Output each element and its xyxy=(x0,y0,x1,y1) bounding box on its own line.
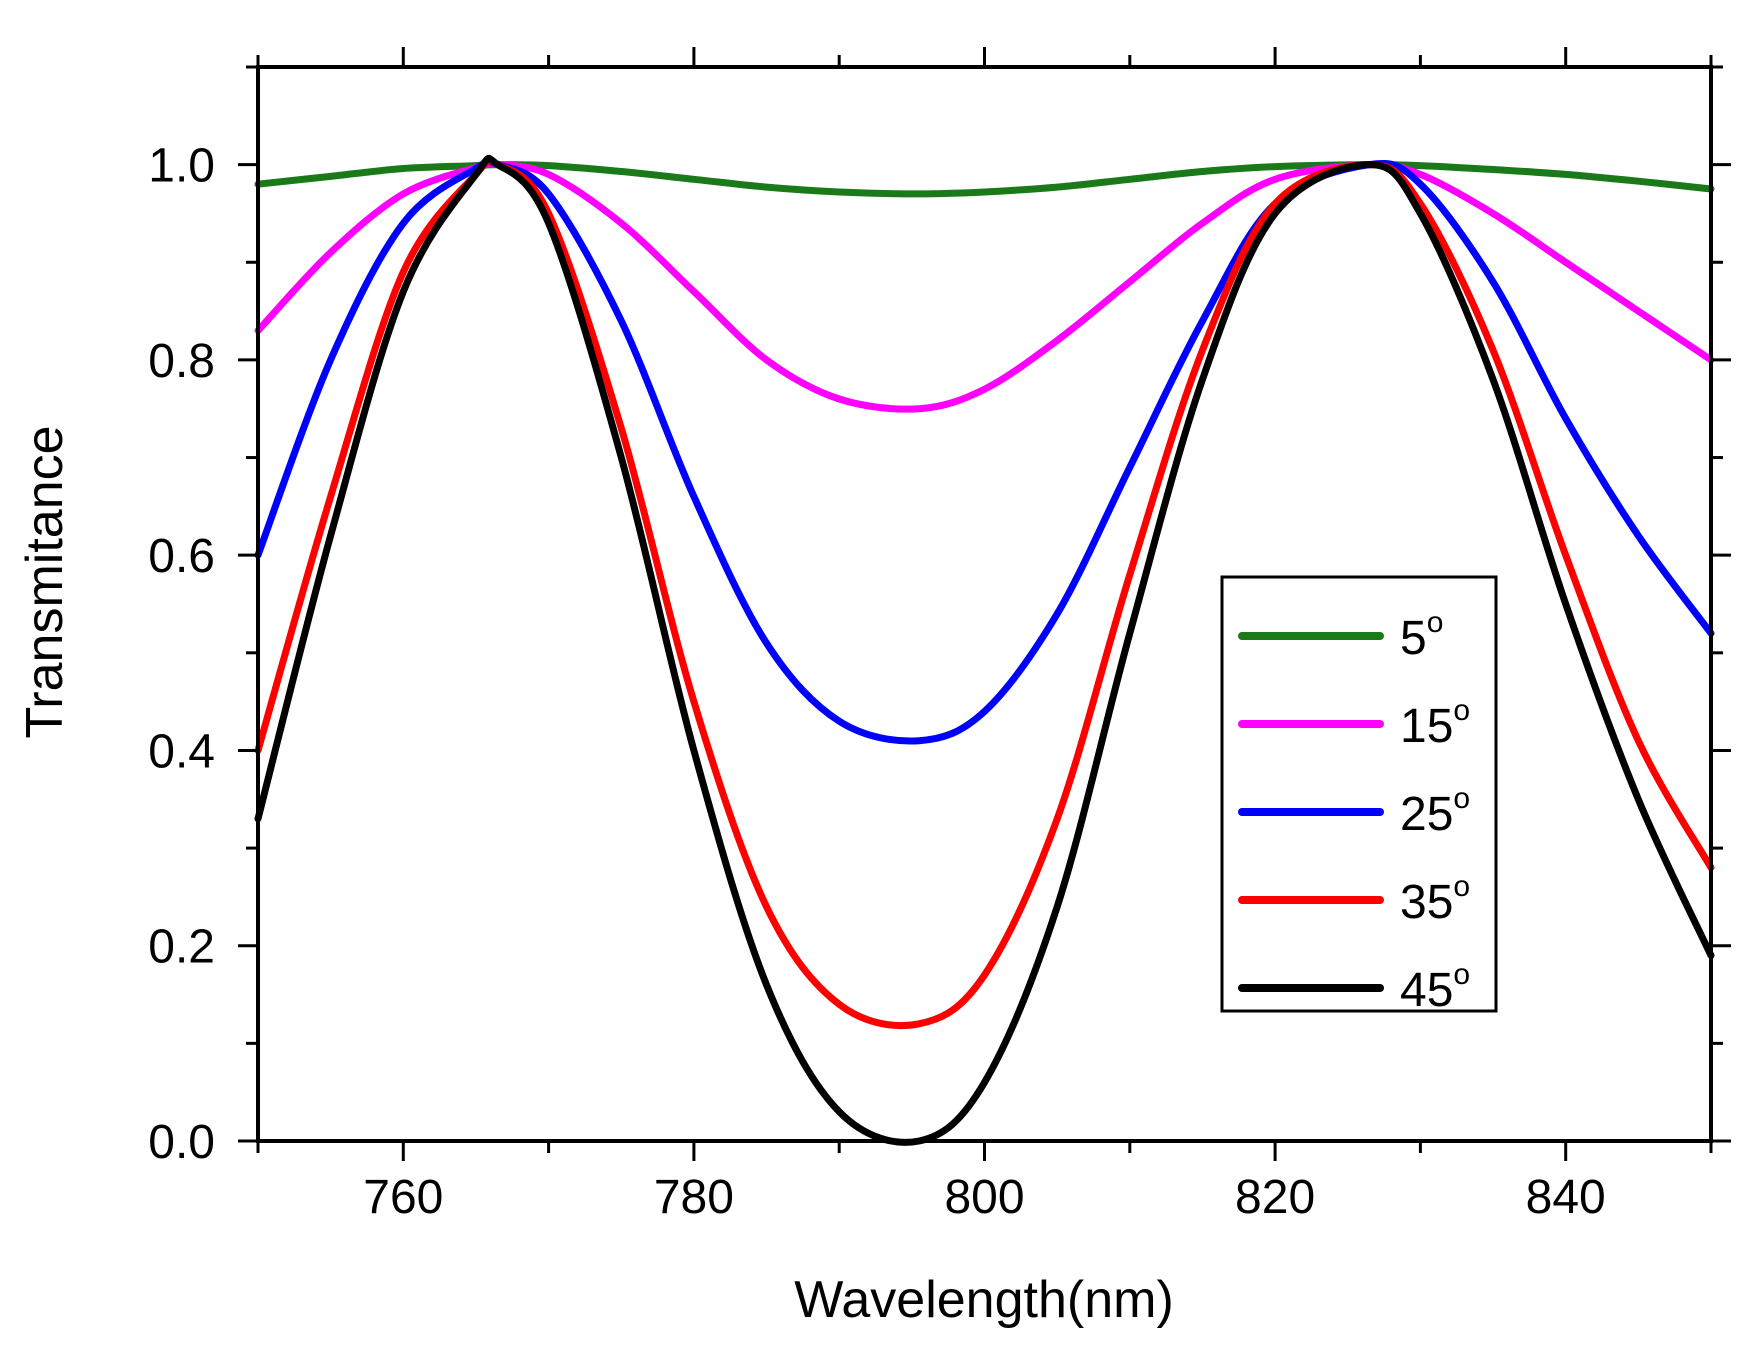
y-tick-label: 0.8 xyxy=(148,335,215,388)
x-tick-label: 780 xyxy=(654,1171,734,1224)
y-tick-label: 0.0 xyxy=(148,1116,215,1169)
x-tick-label: 820 xyxy=(1235,1171,1315,1224)
x-axis-title: Wavelength(nm) xyxy=(794,1271,1174,1329)
x-tick-label: 800 xyxy=(944,1171,1024,1224)
y-tick-label: 0.4 xyxy=(148,725,215,778)
legend-label-5deg: 5o xyxy=(1400,606,1443,665)
y-axis-title: Transmitance xyxy=(16,425,74,738)
y-tick-label: 0.6 xyxy=(148,530,215,583)
y-tick-label: 0.2 xyxy=(148,921,215,974)
y-axis-ticks: 0.0 0.2 0.4 0.6 0.8 1.0 xyxy=(148,65,1731,1169)
legend-degree-mark: o xyxy=(1453,694,1470,727)
y-tick-label: 1.0 xyxy=(148,140,215,193)
legend-degree-mark: o xyxy=(1453,782,1470,815)
legend-degree-mark: o xyxy=(1453,870,1470,903)
x-tick-label: 760 xyxy=(363,1171,443,1224)
legend-box xyxy=(1220,575,1498,1013)
series-line-45deg xyxy=(254,155,1715,1146)
series-layer xyxy=(254,155,1715,1146)
x-tick-label: 840 xyxy=(1526,1171,1606,1224)
legend-label-25deg: 25o xyxy=(1400,782,1470,841)
x-axis-ticks: 760 780 800 820 840 xyxy=(256,47,1713,1224)
legend-degree-mark: o xyxy=(1427,606,1444,639)
legend-degree-mark: o xyxy=(1453,958,1470,991)
